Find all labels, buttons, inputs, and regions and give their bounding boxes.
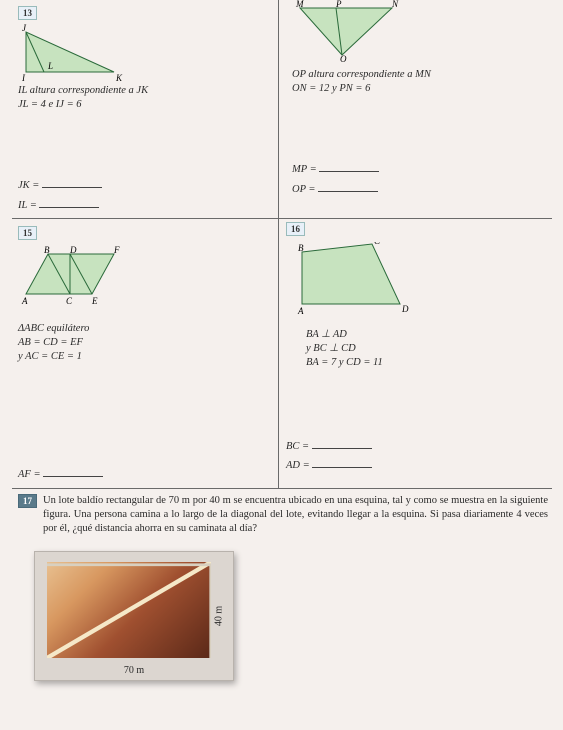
q15-desc1: ΔABC equilátero xyxy=(18,322,268,336)
q16-ans1-label: BC = xyxy=(286,441,309,452)
horizontal-divider-2 xyxy=(12,488,552,489)
label-B: B xyxy=(44,246,50,255)
label-I: I xyxy=(21,73,26,82)
label-A: A xyxy=(297,306,304,316)
photo-width-label: 70 m xyxy=(35,665,233,676)
q15-desc2: AB = CD = EF xyxy=(18,336,268,350)
problem-14: M P N O OP altura correspondiente a MN O… xyxy=(292,0,542,197)
triangle-13-figure: J L I K xyxy=(18,24,128,82)
label-P: P xyxy=(335,0,342,9)
q14-desc1: OP altura correspondiente a MN xyxy=(292,68,542,82)
q16-desc1: BA ⊥ AD xyxy=(306,328,546,342)
worksheet-page: 13 J L I K IL altura correspondiente a J… xyxy=(0,0,563,730)
problem-number-13: 13 xyxy=(18,6,37,20)
label-F: F xyxy=(113,246,120,255)
horizontal-divider-1 xyxy=(12,218,552,219)
q14-desc1-text: OP altura correspondiente a MN xyxy=(292,69,431,80)
problem-17: 17 Un lote baldío rectangular de 70 m po… xyxy=(18,494,548,681)
photo-height-label: 40 m xyxy=(213,605,224,625)
triangle-14-figure: M P N O xyxy=(292,0,402,62)
problem-15: 15 B D F A C E ΔABC equilátero AB = CD =… xyxy=(18,226,268,482)
q15-desc3: y AC = CE = 1 xyxy=(18,350,268,364)
q16-answer-ad: AD = xyxy=(286,458,546,473)
problem-13: 13 J L I K IL altura correspondiente a J… xyxy=(18,6,268,213)
q13-desc2: JL = 4 e IJ = 6 xyxy=(18,98,268,112)
label-L: L xyxy=(47,61,53,71)
lot-photo xyxy=(47,562,211,658)
q16-desc2: y BC ⊥ CD xyxy=(306,342,546,356)
q13-answer-jk: JK = xyxy=(18,178,268,193)
label-M: M xyxy=(295,0,304,9)
q16-ans2-label: AD = xyxy=(286,460,310,471)
lot-diagonal-icon xyxy=(47,562,211,658)
q16-desc3: BA = 7 y CD = 11 xyxy=(306,356,546,370)
q14-answer-op: OP = xyxy=(292,182,542,197)
q14-answer-mp: MP = xyxy=(292,162,542,177)
problem-number-16: 16 xyxy=(286,222,305,236)
label-E: E xyxy=(91,296,98,306)
q16-answer-bc: BC = xyxy=(286,439,546,454)
label-O: O xyxy=(340,54,347,62)
label-B: B xyxy=(298,243,304,253)
q14-desc2: ON = 12 y PN = 6 xyxy=(292,82,542,96)
q13-desc1: IL altura correspondiente a JK xyxy=(18,84,268,98)
label-K: K xyxy=(115,73,123,82)
lot-photo-frame: 70 m 40 m xyxy=(34,551,234,681)
q15-answer-af: AF = xyxy=(18,467,268,482)
blank-line[interactable] xyxy=(39,198,99,208)
q15-ans-label: AF = xyxy=(18,469,41,480)
q14-ans1-label: MP = xyxy=(292,164,317,175)
problem-number-17: 17 xyxy=(18,494,37,508)
q13-ans1-label: JK = xyxy=(18,180,39,191)
label-C: C xyxy=(66,296,73,306)
label-N: N xyxy=(391,0,399,9)
q13-ans2-label: IL = xyxy=(18,200,37,211)
problem-number-15: 15 xyxy=(18,226,37,240)
blank-line[interactable] xyxy=(312,439,372,449)
label-D: D xyxy=(401,304,409,314)
q14-ans2-label: OP = xyxy=(292,184,316,195)
label-C: C xyxy=(374,242,381,246)
triangle-13 xyxy=(26,32,114,72)
blank-line[interactable] xyxy=(319,162,379,172)
triangle-14 xyxy=(300,8,392,55)
blank-line[interactable] xyxy=(312,458,372,468)
q13-answer-il: IL = xyxy=(18,198,268,213)
vertical-divider xyxy=(278,0,279,488)
blank-line[interactable] xyxy=(318,182,378,192)
label-D: D xyxy=(69,246,77,255)
label-A: A xyxy=(21,296,28,306)
blank-line[interactable] xyxy=(43,467,103,477)
q17-text: Un lote baldío rectangular de 70 m por 4… xyxy=(43,494,548,537)
figure-15: B D F A C E xyxy=(18,246,128,306)
figure-16: B C A D xyxy=(292,242,412,316)
blank-line[interactable] xyxy=(42,178,102,188)
quad-16 xyxy=(302,244,400,304)
problem-16: 16 B C A D BA ⊥ AD y BC ⊥ CD BA = 7 y CD… xyxy=(286,222,546,473)
